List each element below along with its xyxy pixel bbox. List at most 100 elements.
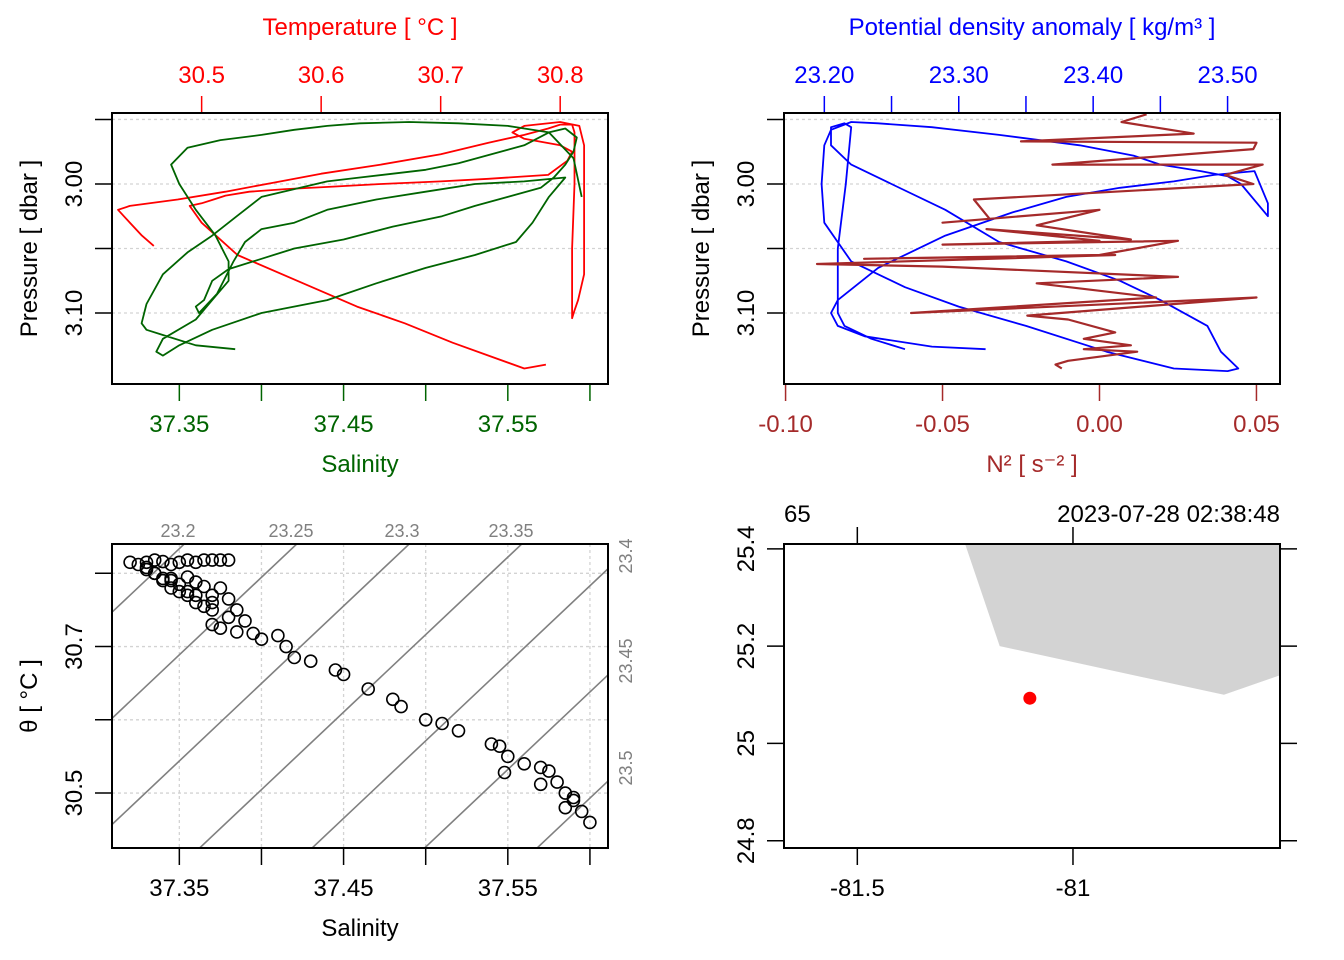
density-profile-top-tick-label: 23.30 — [929, 62, 989, 89]
ts-diagram-point — [147, 553, 162, 567]
ts-diagram-point — [287, 650, 302, 665]
ts-diagram-point — [213, 553, 228, 567]
ts-diagram-point — [361, 682, 376, 696]
ts-diagram-point — [497, 765, 512, 780]
ts-diagram-point — [156, 554, 170, 569]
ts-diagram-point — [180, 588, 195, 603]
ts-diagram-point — [189, 588, 203, 603]
ts-diagram-point — [385, 692, 400, 707]
ts-profile-top-tick-label: 30.8 — [537, 62, 584, 89]
ts-diagram-point — [205, 595, 219, 610]
ts-diagram-xlabel: Salinity — [321, 915, 398, 942]
ts-diagram-point — [238, 614, 252, 628]
density-profile-top-axis-title: Potential density anomaly [ kg/m³ ] — [849, 14, 1216, 41]
ts-profile-frame — [111, 112, 609, 385]
ts-diagram-isopycnal-right-label: 23.45 — [616, 638, 636, 683]
ts-diagram-point — [189, 595, 203, 610]
density-profile-bottom-tick-label: -0.05 — [915, 411, 970, 438]
ts-diagram-point — [303, 654, 318, 669]
ts-diagram-isopycnal-right-label: 23.5 — [616, 750, 636, 785]
ts-diagram-point — [213, 581, 228, 595]
station-map-xtick-label: -81.5 — [830, 875, 885, 902]
density-profile-ytick-label: 3.10 — [733, 290, 760, 337]
ts-diagram-point — [172, 555, 187, 570]
density-profile-ytick-label: 3.00 — [733, 161, 760, 208]
ts-diagram-point — [550, 775, 564, 789]
ts-diagram-point — [542, 764, 556, 778]
ts-diagram-point — [205, 603, 219, 617]
ts-diagram-point — [566, 793, 581, 808]
ts-diagram-point — [574, 804, 589, 819]
density-profile-top-tick-label: 23.50 — [1198, 62, 1258, 89]
ts-diagram-isopycnal-line — [310, 567, 608, 848]
ts-diagram-point — [492, 739, 507, 754]
ts-profile-bottom-tick-label: 37.55 — [478, 411, 538, 438]
density-profile-top-tick-label: 23.40 — [1063, 62, 1123, 89]
ts-diagram-point — [221, 553, 236, 567]
ts-diagram-point — [164, 581, 178, 595]
density-profile-bottom-tick-label: 0.05 — [1233, 411, 1280, 438]
density-profile-series-potential-density-anomaly — [820, 121, 1269, 373]
density-profile-bottom-tick-label: -0.10 — [758, 411, 813, 438]
ts-diagram-point — [123, 555, 137, 570]
ts-diagram-xtick-label: 37.55 — [478, 875, 538, 902]
ts-diagram-isopycnal-line — [198, 544, 523, 848]
ts-diagram-frame — [111, 543, 609, 849]
station-map-xtick-label: -81 — [1056, 875, 1091, 902]
ts-diagram-point — [583, 815, 597, 830]
station-map-station-id-label: 65 — [784, 501, 811, 528]
ts-diagram-point — [336, 667, 351, 682]
station-map-land — [965, 544, 1280, 695]
ts-diagram-point — [172, 584, 187, 599]
ts-profile-series-temperature — [117, 121, 585, 370]
density-profile-bottom-axis-title: N² [ s⁻² ] — [986, 451, 1077, 478]
ts-diagram-point — [147, 566, 162, 581]
ts-diagram-point — [558, 786, 573, 800]
density-profile-bottom-tick-label: 0.00 — [1076, 411, 1123, 438]
density-profile-series-n2 — [815, 113, 1264, 370]
ts-profile-bottom-axis-title: Salinity — [321, 451, 398, 478]
ts-profile-bottom-tick-label: 37.35 — [149, 411, 209, 438]
ts-diagram-point — [230, 603, 244, 617]
ts-diagram-point — [164, 557, 178, 572]
ts-diagram-point — [197, 579, 211, 594]
ts-diagram-isopycnal-line — [423, 673, 608, 848]
ts-diagram-point — [221, 610, 236, 625]
density-profile-frame — [783, 112, 1281, 385]
station-map-ytick-label: 24.8 — [733, 817, 760, 864]
ts-diagram-xtick-label: 37.45 — [314, 875, 374, 902]
ts-diagram-isopycnal-right-label: 23.4 — [616, 538, 636, 573]
ts-diagram-isopycnal-top-label: 23.25 — [268, 521, 313, 541]
ts-diagram-isopycnal-top-label: 23.3 — [384, 521, 419, 541]
ts-diagram-point — [500, 749, 515, 764]
ts-diagram-point — [328, 663, 343, 677]
ts-diagram-point — [139, 555, 154, 570]
density-profile-ylabel: Pressure [ dbar ] — [688, 160, 715, 337]
station-map-ytick-label: 25 — [733, 730, 760, 757]
ts-diagram-point — [533, 777, 548, 792]
ts-diagram-point — [394, 699, 408, 714]
ts-diagram-point — [271, 628, 285, 643]
ts-diagram-point — [517, 756, 532, 771]
ts-profile-bottom-tick-label: 37.45 — [314, 411, 374, 438]
ts-profile-ytick-label: 3.00 — [61, 161, 88, 208]
ts-profile-top-tick-label: 30.6 — [298, 62, 345, 89]
ts-diagram-ytick-label: 30.7 — [61, 623, 88, 670]
ts-diagram-point — [435, 716, 449, 731]
ts-diagram-point — [221, 592, 236, 606]
ts-profile-top-tick-label: 30.7 — [417, 62, 464, 89]
ts-diagram-isopycnal-top-label: 23.35 — [488, 521, 533, 541]
ts-diagram-isopycnal-group — [112, 544, 608, 848]
ts-diagram-point — [156, 573, 170, 588]
ts-profile-top-tick-label: 30.5 — [178, 62, 225, 89]
ts-diagram-point — [254, 632, 269, 647]
station-map-frame — [783, 543, 1281, 849]
ts-diagram-point — [279, 639, 293, 654]
ts-diagram-point — [205, 553, 219, 567]
ts-diagram-isopycnal-line — [535, 779, 608, 848]
ts-profile-ylabel: Pressure [ dbar ] — [16, 160, 43, 337]
ts-diagram-point — [484, 737, 499, 751]
ts-diagram-point — [418, 712, 433, 727]
ts-diagram-ytick-label: 30.5 — [61, 770, 88, 817]
